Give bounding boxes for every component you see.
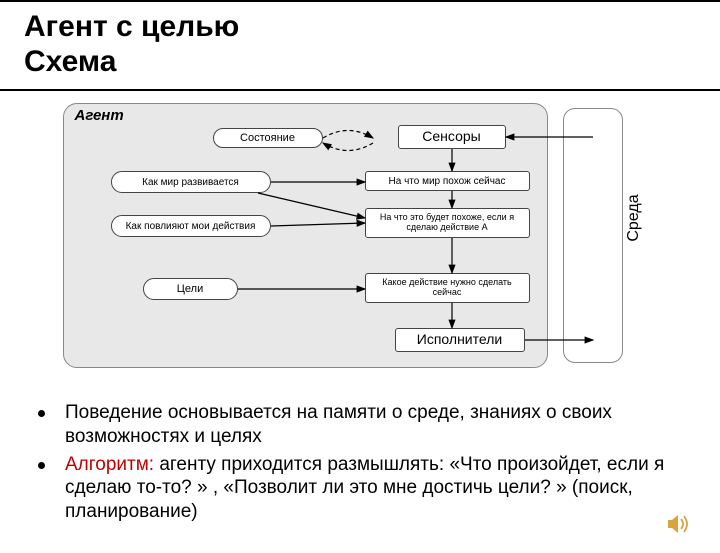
bullet-1: Алгоритм: агенту приходится размышлять: … bbox=[30, 453, 690, 524]
speaker-icon bbox=[666, 513, 690, 541]
bullet-list: Поведение основывается на памяти о среде… bbox=[30, 401, 690, 524]
bullet-dot-icon bbox=[38, 410, 45, 417]
title-area: Агент с целью Схема bbox=[0, 0, 720, 91]
bullet-0: Поведение основывается на памяти о среде… bbox=[30, 401, 690, 449]
node-decide: Какое действие нужно сделать сейчас bbox=[365, 273, 530, 303]
node-actuators: Исполнители bbox=[395, 328, 525, 352]
node-predict: На что это будет похоже, если я сделаю д… bbox=[365, 208, 530, 238]
agent-label: Агент bbox=[75, 107, 124, 124]
node-actions: Как повлияют мои действия bbox=[111, 215, 271, 237]
environment-label: Среда bbox=[625, 88, 650, 348]
diagram: Среда Агент СенсорыСостояниеНа что мир п… bbox=[63, 103, 658, 383]
bullet-text-1: Алгоритм: агенту приходится размышлять: … bbox=[65, 453, 690, 524]
node-goals: Цели bbox=[143, 278, 238, 300]
bullet-text-0: Поведение основывается на памяти о среде… bbox=[65, 401, 690, 449]
title-line2: Схема bbox=[24, 45, 696, 80]
environment-container bbox=[563, 108, 623, 363]
node-sensors: Сенсоры bbox=[398, 125, 506, 149]
title-line1: Агент с целью bbox=[24, 10, 696, 45]
node-state: Состояние bbox=[213, 128, 323, 148]
node-world_now: На что мир похож сейчас bbox=[365, 171, 530, 191]
bullet-dot-icon bbox=[38, 462, 45, 469]
bullet-red-1: Алгоритм: bbox=[65, 454, 159, 475]
node-evolves: Как мир развивается bbox=[111, 171, 271, 193]
